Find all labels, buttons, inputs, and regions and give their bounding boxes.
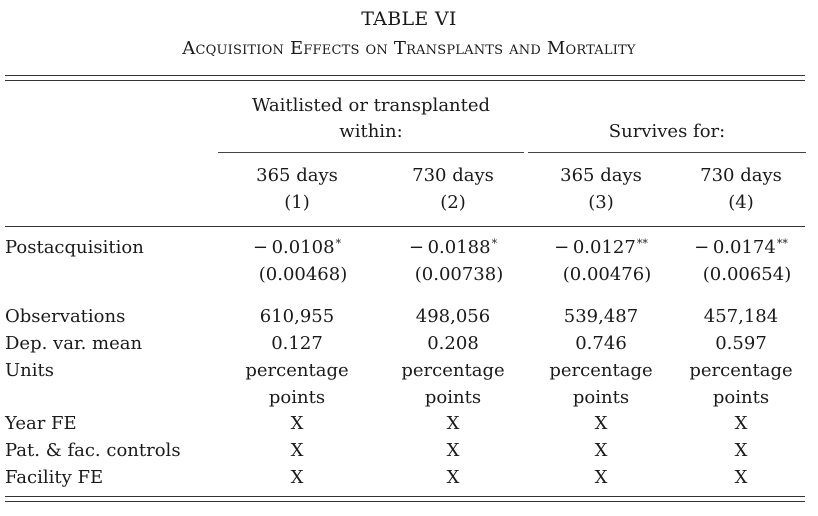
depvar-cell-4: 0.597: [715, 333, 767, 354]
header-bottom-rule: [5, 226, 805, 227]
coef-cell-4: − 0.0174**: [681, 237, 801, 259]
se-cell-3: (0.00476): [562, 264, 652, 285]
coef-value: − 0.0127: [554, 237, 636, 258]
controls-cell-1: X: [290, 440, 304, 461]
row-label-postacquisition: Postacquisition: [5, 237, 144, 258]
column-number-3: (3): [588, 192, 614, 213]
year-fe-cell-2: X: [446, 413, 460, 434]
table-subtitle: Acquisition Effects on Transplants and M…: [182, 38, 636, 59]
controls-cell-2: X: [446, 440, 460, 461]
facility-fe-cell-3: X: [594, 467, 608, 488]
coef-cell-3: − 0.0127**: [541, 237, 661, 259]
row-label-facility-fe: Facility FE: [5, 467, 104, 488]
controls-cell-4: X: [734, 440, 748, 461]
bottom-rule-1: [5, 496, 805, 497]
row-label-depvar: Dep. var. mean: [5, 333, 143, 354]
se-cell-1: (0.00468): [258, 264, 348, 285]
table-title: TABLE VI: [361, 8, 457, 30]
spanner-rule-waitlisted: [218, 152, 524, 153]
spanner-rule-survives: [528, 152, 806, 153]
coef-value: − 0.0174: [694, 237, 776, 258]
year-fe-cell-1: X: [290, 413, 304, 434]
units-line1-cell-4: percentage: [689, 360, 793, 381]
coef-value: − 0.0188: [408, 237, 491, 258]
bottom-rule-2: [5, 501, 805, 502]
row-label-year-fe: Year FE: [5, 413, 77, 434]
observations-cell-3: 539,487: [563, 306, 639, 327]
units-line2-cell-3: points: [572, 387, 630, 408]
units-line2-cell-4: points: [712, 387, 770, 408]
column-number-2: (2): [440, 192, 466, 213]
units-line2-cell-2: points: [424, 387, 482, 408]
column-header-days-4: 730 days: [700, 165, 782, 186]
units-line1-cell-3: percentage: [549, 360, 653, 381]
row-label-observations: Observations: [5, 306, 126, 327]
top-rule-2: [5, 80, 805, 81]
units-line1-cell-1: percentage: [245, 360, 349, 381]
top-rule-1: [5, 75, 805, 76]
significance-stars: **: [636, 237, 648, 250]
depvar-cell-3: 0.746: [575, 333, 627, 354]
column-number-4: (4): [728, 192, 754, 213]
significance-stars: *: [491, 237, 498, 250]
row-label-units: Units: [5, 360, 54, 381]
observations-cell-4: 457,184: [703, 306, 779, 327]
facility-fe-cell-2: X: [446, 467, 460, 488]
year-fe-cell-3: X: [594, 413, 608, 434]
controls-cell-3: X: [594, 440, 608, 461]
group-header-waitlisted-line1: Waitlisted or transplanted: [251, 95, 491, 116]
units-line2-cell-1: points: [268, 387, 326, 408]
observations-cell-2: 498,056: [415, 306, 491, 327]
facility-fe-cell-4: X: [734, 467, 748, 488]
depvar-cell-1: 0.127: [271, 333, 323, 354]
coef-value: − 0.0108: [252, 237, 335, 258]
depvar-cell-2: 0.208: [427, 333, 479, 354]
row-label-controls: Pat. & fac. controls: [5, 440, 181, 461]
coef-cell-2: − 0.0188*: [393, 237, 513, 259]
significance-stars: **: [776, 237, 788, 250]
units-line1-cell-2: percentage: [401, 360, 505, 381]
se-cell-2: (0.00738): [414, 264, 504, 285]
column-number-1: (1): [284, 192, 310, 213]
significance-stars: *: [335, 237, 342, 250]
column-header-days-1: 365 days: [256, 165, 338, 186]
se-cell-4: (0.00654): [702, 264, 792, 285]
group-header-waitlisted-line2: within:: [339, 121, 403, 142]
year-fe-cell-4: X: [734, 413, 748, 434]
group-header-survives: Survives for:: [608, 121, 726, 142]
column-header-days-2: 730 days: [412, 165, 494, 186]
facility-fe-cell-1: X: [290, 467, 304, 488]
observations-cell-1: 610,955: [259, 306, 335, 327]
column-header-days-3: 365 days: [560, 165, 642, 186]
coef-cell-1: − 0.0108*: [237, 237, 357, 259]
